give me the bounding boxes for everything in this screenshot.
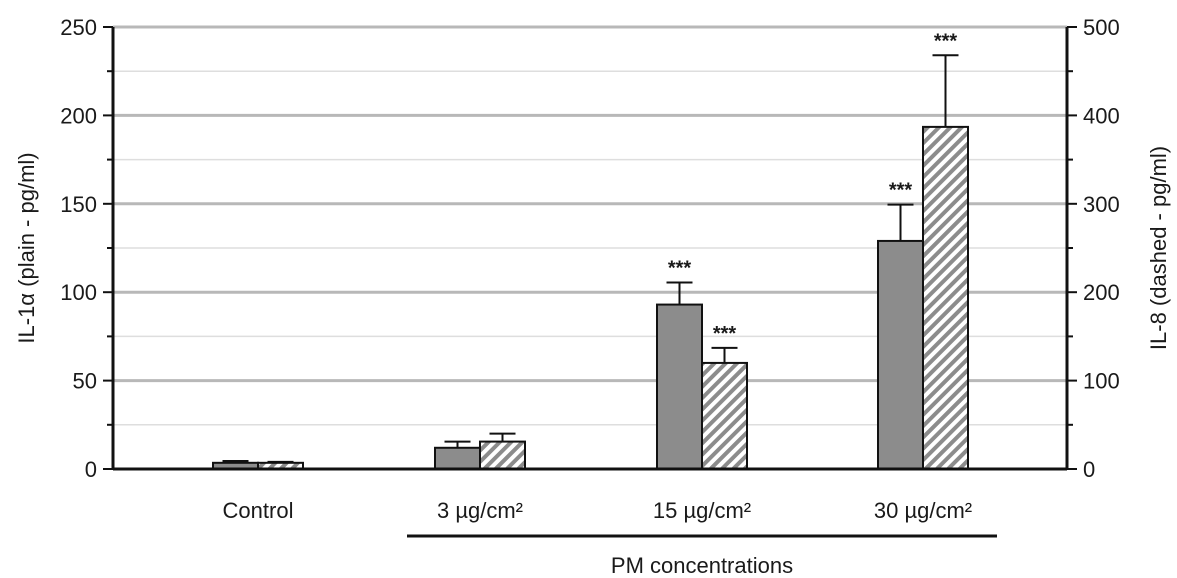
gridlines xyxy=(113,25,1067,426)
left-axis-tick-label: 0 xyxy=(85,457,97,482)
right-axis-tick-label: 200 xyxy=(1083,280,1120,305)
category-label: 30 µg/cm² xyxy=(874,498,972,523)
significance-label: *** xyxy=(934,30,958,52)
significance-label: *** xyxy=(889,180,913,202)
bars: *** *** *** *** xyxy=(212,30,969,471)
right-axis-tick-label: 500 xyxy=(1083,15,1120,40)
il1a-bar xyxy=(877,239,924,470)
left-axis-tick-label: 200 xyxy=(60,103,97,128)
right-axis-title: IL-8 (dashed - pg/ml) xyxy=(1146,146,1171,350)
left-axis-ticks: 0 50 100 150 200 250 xyxy=(60,15,113,482)
significance-label: *** xyxy=(668,257,692,279)
left-axis-tick-label: 250 xyxy=(60,15,97,40)
category-group-label: PM concentrations xyxy=(611,553,793,578)
left-axis-tick-label: 150 xyxy=(60,192,97,217)
left-axis-tick-label: 50 xyxy=(73,369,97,394)
category-label: 15 µg/cm² xyxy=(653,498,751,523)
significance-label: *** xyxy=(713,323,737,345)
category-label: 3 µg/cm² xyxy=(437,498,523,523)
right-axis-ticks: 0 100 200 300 400 500 xyxy=(1067,15,1120,482)
right-axis-tick-label: 400 xyxy=(1083,103,1120,128)
category-labels: Control 3 µg/cm² 15 µg/cm² 30 µg/cm² xyxy=(223,498,973,523)
category-label: Control xyxy=(223,498,294,523)
right-axis-tick-label: 0 xyxy=(1083,457,1095,482)
right-axis-tick-label: 300 xyxy=(1083,192,1120,217)
il8-bar xyxy=(701,361,748,471)
il1a-bar xyxy=(656,303,703,470)
il8-bar xyxy=(922,125,969,470)
left-axis-title: IL-1α (plain - pg/ml) xyxy=(14,152,39,343)
il8-bar xyxy=(479,440,526,471)
left-axis-tick-label: 100 xyxy=(60,280,97,305)
right-axis-tick-label: 100 xyxy=(1083,369,1120,394)
il1a-bar xyxy=(434,446,481,470)
